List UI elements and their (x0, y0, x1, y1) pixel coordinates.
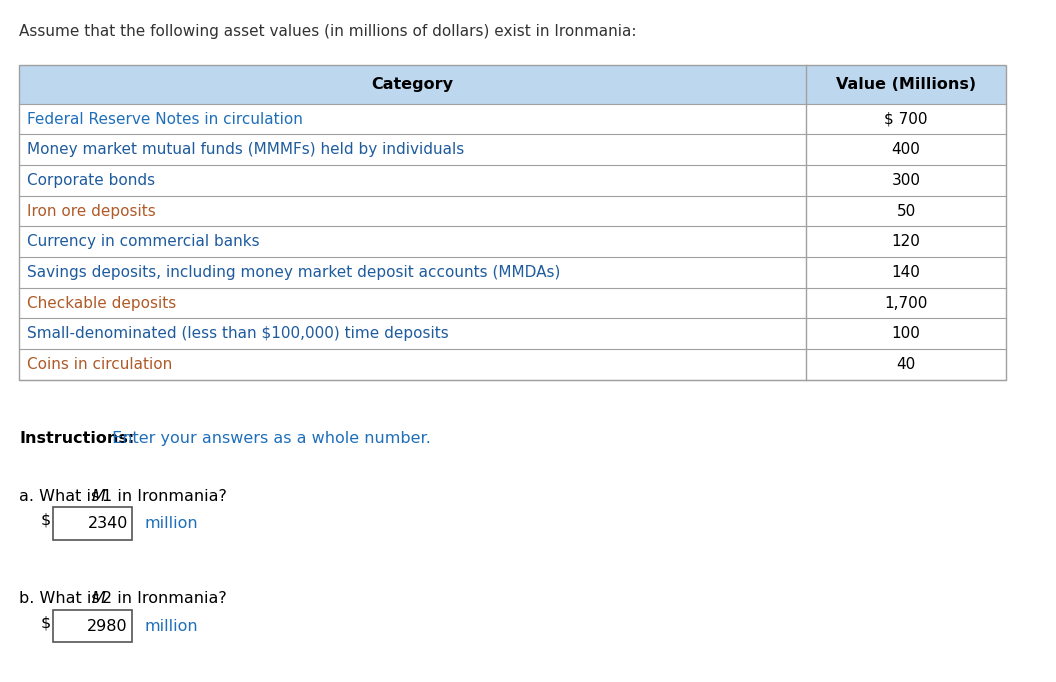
Bar (19, 257, 1006, 288)
Bar (19, 226, 1006, 257)
Text: 300: 300 (891, 173, 921, 188)
Text: Small-denominated (less than $100,000) time deposits: Small-denominated (less than $100,000) t… (27, 327, 449, 341)
Text: Savings deposits, including money market deposit accounts (MMDAs): Savings deposits, including money market… (27, 265, 561, 280)
Text: Category: Category (372, 77, 453, 91)
Bar (19, 196, 1006, 226)
Bar (19, 288, 1006, 318)
Text: 2 in Ironmania?: 2 in Ironmania? (102, 591, 227, 606)
Text: 2980: 2980 (88, 619, 128, 634)
Text: 1,700: 1,700 (884, 296, 928, 310)
Text: 40: 40 (897, 357, 916, 372)
Text: a. What is: a. What is (19, 489, 105, 504)
Text: b. What is: b. What is (19, 591, 105, 606)
Text: million: million (145, 619, 199, 634)
Text: 50: 50 (897, 204, 916, 218)
Text: 100: 100 (891, 327, 921, 341)
Text: $: $ (40, 513, 51, 528)
Text: $: $ (40, 615, 51, 630)
Text: 120: 120 (891, 235, 921, 249)
Text: $ 700: $ 700 (884, 112, 928, 126)
Bar (53, 507, 132, 540)
Text: million: million (145, 516, 199, 531)
Text: Money market mutual funds (MMMFs) held by individuals: Money market mutual funds (MMMFs) held b… (27, 143, 465, 157)
Bar (19, 165, 1006, 196)
Text: Checkable deposits: Checkable deposits (27, 296, 176, 310)
Text: Assume that the following asset values (in millions of dollars) exist in Ironman: Assume that the following asset values (… (19, 24, 637, 39)
Text: Instructions:: Instructions: (19, 431, 134, 446)
Bar (19, 349, 1006, 380)
Text: 2340: 2340 (88, 516, 128, 531)
Text: Currency in commercial banks: Currency in commercial banks (27, 235, 260, 249)
Text: Value (Millions): Value (Millions) (836, 77, 976, 91)
Text: M: M (92, 489, 106, 504)
Text: Iron ore deposits: Iron ore deposits (27, 204, 156, 218)
Text: 1 in Ironmania?: 1 in Ironmania? (102, 489, 227, 504)
Text: 140: 140 (891, 265, 921, 280)
Text: M: M (92, 591, 106, 606)
Text: Federal Reserve Notes in circulation: Federal Reserve Notes in circulation (27, 112, 303, 126)
Bar (19, 65, 1006, 104)
Text: Corporate bonds: Corporate bonds (27, 173, 155, 188)
Bar (19, 65, 1006, 380)
Text: Coins in circulation: Coins in circulation (27, 357, 173, 372)
Text: 400: 400 (891, 143, 921, 157)
Text: Enter your answers as a whole number.: Enter your answers as a whole number. (107, 431, 431, 446)
Bar (19, 318, 1006, 349)
Bar (53, 610, 132, 642)
Bar (19, 104, 1006, 134)
Bar (19, 134, 1006, 165)
